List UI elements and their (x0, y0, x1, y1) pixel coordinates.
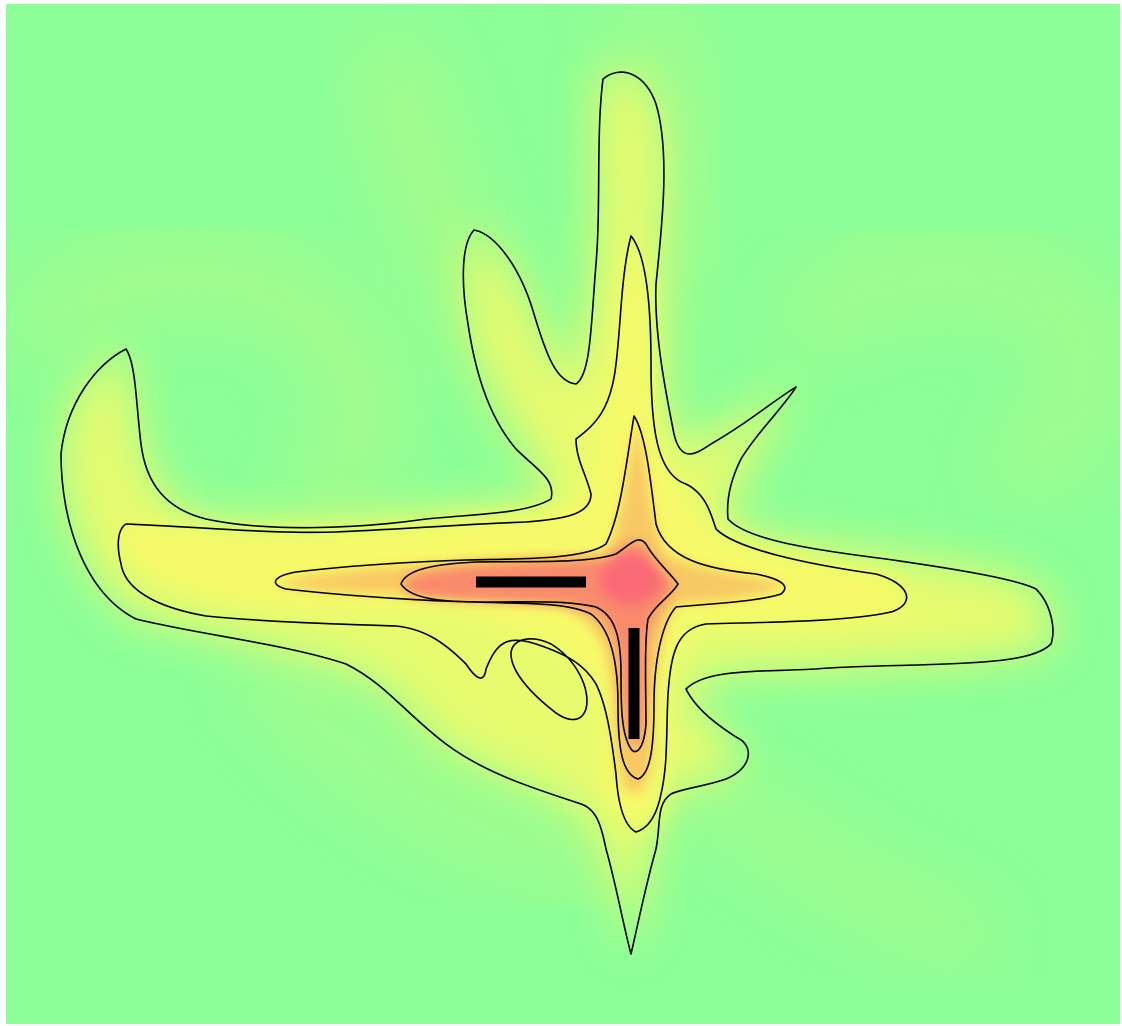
contour-lines (60, 71, 1054, 955)
contour-hole (510, 638, 588, 721)
contour-level-2 (117, 235, 908, 833)
contour-level-4 (400, 539, 679, 753)
halo-bottom-right (655, 746, 993, 963)
halo-right (778, 247, 1117, 498)
field-heatmap (6, 4, 1120, 1024)
halo-bottom-left (237, 631, 620, 887)
contour-level-3 (274, 415, 786, 780)
field-plot (6, 4, 1120, 1024)
halo-left (8, 246, 392, 529)
sensor-bars (476, 576, 640, 739)
field-level-2 (121, 239, 907, 829)
level-5-core (599, 553, 663, 605)
field-level-4 (406, 541, 675, 749)
level-2-region (121, 239, 907, 829)
contour-outer (60, 71, 1054, 955)
